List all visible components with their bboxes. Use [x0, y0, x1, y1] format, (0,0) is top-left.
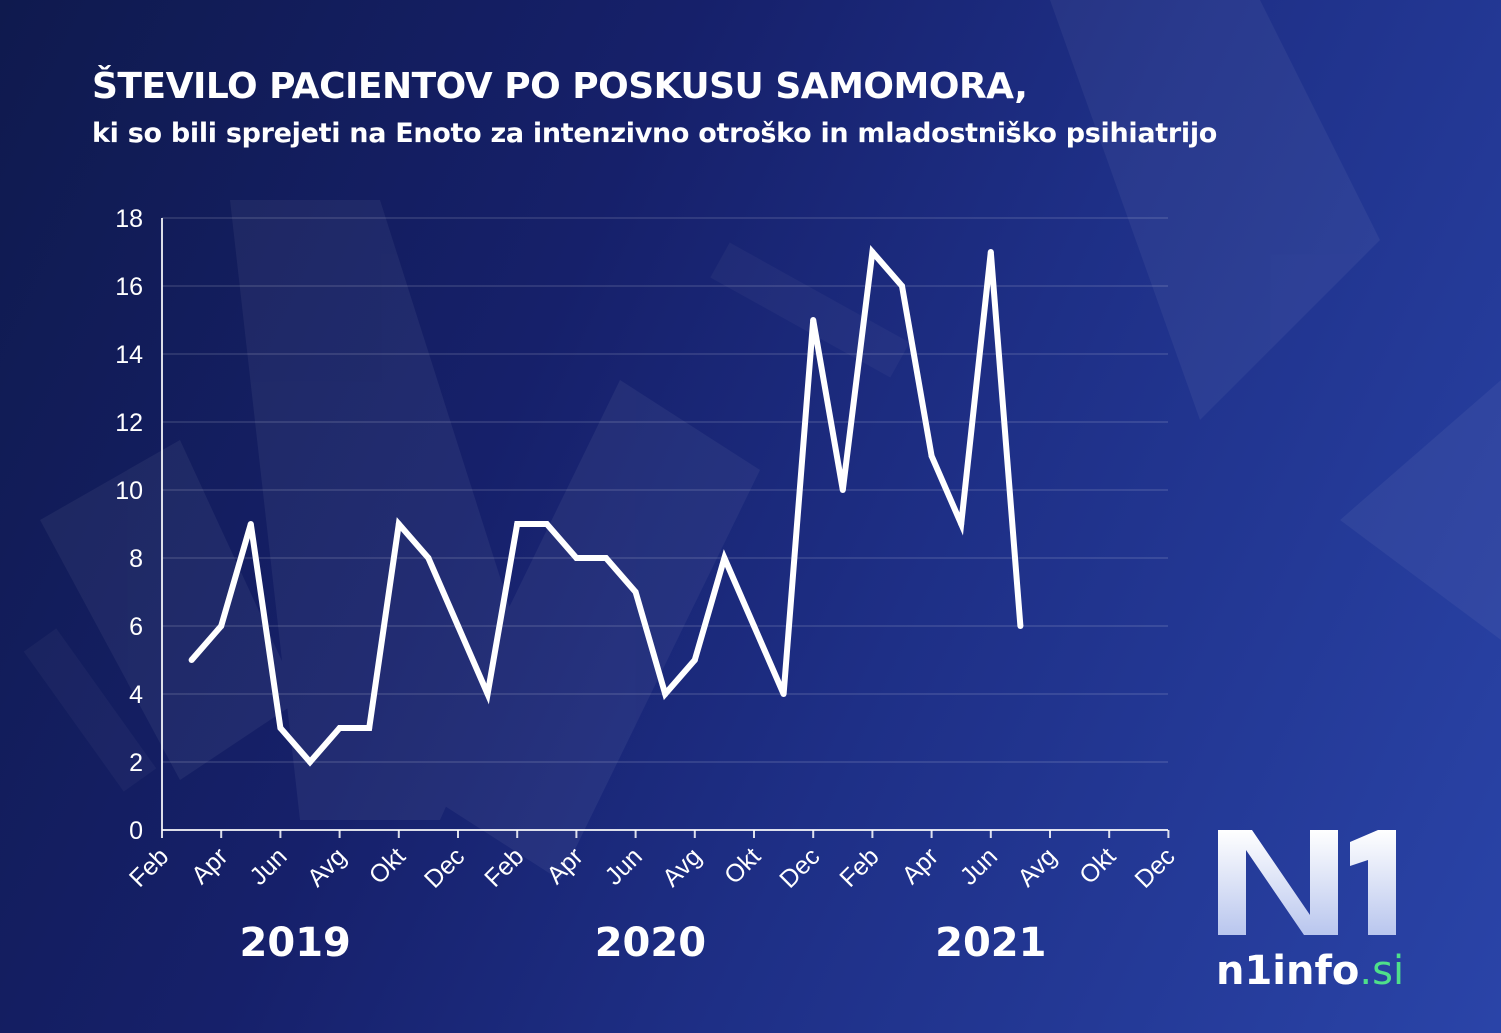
- data-point: [721, 555, 728, 561]
- data-point: [277, 725, 284, 731]
- x-tick-label: Okt: [719, 842, 766, 889]
- data-point: [514, 521, 521, 527]
- year-label: 2020: [594, 920, 707, 966]
- y-tick-label: 10: [115, 477, 143, 505]
- data-point: [839, 487, 846, 493]
- x-tick-label: Feb: [124, 842, 174, 892]
- x-tick-label: Feb: [479, 842, 529, 892]
- x-tick-label: Dec: [774, 842, 825, 893]
- y-tick-label: 8: [129, 545, 143, 573]
- data-point: [366, 725, 373, 731]
- x-tick-label: Apr: [186, 842, 233, 889]
- y-tick-label: 4: [129, 681, 143, 709]
- y-tick-label: 16: [115, 273, 143, 301]
- data-point: [662, 691, 669, 697]
- data-point: [484, 691, 491, 697]
- data-point: [247, 521, 254, 527]
- data-point: [810, 317, 817, 323]
- y-tick-label: 2: [129, 749, 143, 777]
- y-tick-label: 6: [129, 613, 143, 641]
- y-tick-label: 12: [115, 409, 143, 437]
- x-tick-label: Apr: [541, 842, 588, 889]
- data-point: [751, 623, 757, 629]
- x-tick-label: Avg: [302, 842, 352, 892]
- x-tick-label: Jun: [244, 842, 292, 890]
- data-point: [603, 555, 609, 561]
- data-point: [425, 555, 432, 561]
- data-point: [543, 521, 550, 527]
- chart-title: ŠTEVILO PACIENTOV PO POSKUSU SAMOMORA,: [92, 66, 1028, 107]
- x-tick-label: Jun: [955, 842, 1003, 890]
- wordmark-accent: .si: [1359, 948, 1405, 994]
- x-tick-label: Dec: [1129, 842, 1180, 893]
- x-tick-label: Okt: [1074, 842, 1121, 889]
- x-tick-label: Avg: [1012, 842, 1062, 892]
- x-tick-label: Feb: [834, 842, 884, 892]
- x-tick-label: Dec: [419, 842, 470, 893]
- data-point: [780, 691, 787, 697]
- data-point: [869, 249, 876, 255]
- series-line: [189, 244, 1024, 767]
- y-tick-label: 14: [115, 341, 143, 369]
- x-tick-label: Okt: [364, 842, 411, 889]
- n1info-wordmark: n1info.si: [1216, 948, 1404, 994]
- x-tick-label: Jun: [600, 842, 648, 890]
- data-point: [928, 453, 935, 459]
- data-point: [188, 657, 195, 663]
- y-tick-label: 0: [129, 817, 143, 845]
- data-point: [455, 623, 461, 629]
- x-tick-label: Apr: [897, 842, 944, 889]
- data-point: [218, 623, 225, 629]
- data-point: [958, 521, 965, 527]
- data-point: [307, 759, 313, 765]
- n1-logo-icon: [1218, 830, 1396, 935]
- wordmark-main: n1info: [1216, 948, 1360, 994]
- data-point: [899, 283, 905, 289]
- data-point: [1017, 623, 1024, 629]
- y-tick-label: 18: [115, 205, 143, 233]
- chart-subtitle: ki so bili sprejeti na Enoto za intenziv…: [92, 118, 1218, 149]
- data-point: [573, 555, 580, 561]
- x-tick-label: Avg: [657, 842, 707, 892]
- year-label: 2021: [935, 920, 1047, 966]
- year-label: 2019: [239, 920, 351, 966]
- data-point: [987, 249, 994, 255]
- data-point: [632, 589, 639, 595]
- data-point: [691, 657, 698, 663]
- data-point: [336, 725, 343, 731]
- data-point: [395, 521, 402, 527]
